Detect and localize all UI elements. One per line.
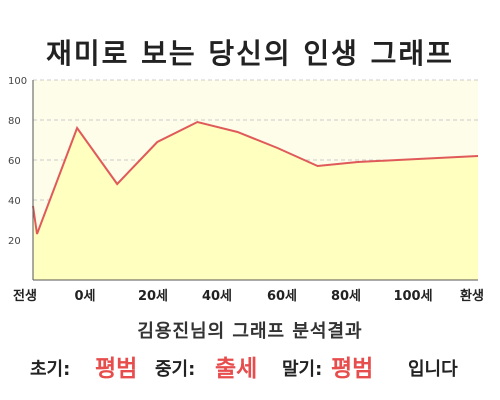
life-line	[32, 120, 479, 235]
y-tick-labels: 20 40 60 80 100	[8, 76, 27, 247]
mid-value: 출세	[215, 356, 258, 382]
analysis-subtitle: 김용진님의 그래프 분석결과	[137, 321, 363, 342]
chart-title: 재미로 보는 당신의 인생 그래프	[46, 37, 454, 70]
y-tick-label: 60	[8, 156, 21, 167]
y-tick-label: 100	[8, 76, 27, 87]
x-tick-label: 전생	[13, 288, 37, 304]
late-value: 평범	[331, 356, 374, 382]
x-tick-label: 100세	[393, 289, 432, 304]
early-value: 평범	[95, 356, 138, 382]
y-tick-label: 80	[8, 116, 21, 127]
life-area-fill	[33, 122, 478, 280]
y-tick-label: 40	[8, 196, 21, 207]
early-label: 초기:	[30, 359, 71, 380]
analysis-result: 초기: 평범 중기: 출세 말기: 평범 입니다	[0, 346, 500, 382]
x-tick-label: 60세	[267, 289, 297, 304]
late-label: 말기:	[282, 359, 323, 380]
x-tick-label: 80세	[331, 289, 361, 304]
x-tick-label: 20세	[138, 289, 168, 304]
life-graph-chart: 20 40 60 80 100 전생 0세 20세 40세 60세 80세 100세 환생	[8, 76, 484, 304]
x-tick-labels: 전생 0세 20세 40세 60세 80세 100세 환생	[13, 288, 484, 304]
x-tick-label: 40세	[202, 289, 232, 304]
result-suffix: 입니다	[408, 359, 458, 380]
x-tick-label: 0세	[74, 289, 95, 304]
x-tick-label: 환생	[460, 288, 484, 304]
y-tick-label: 20	[8, 236, 21, 247]
mid-label: 중기:	[155, 359, 196, 380]
